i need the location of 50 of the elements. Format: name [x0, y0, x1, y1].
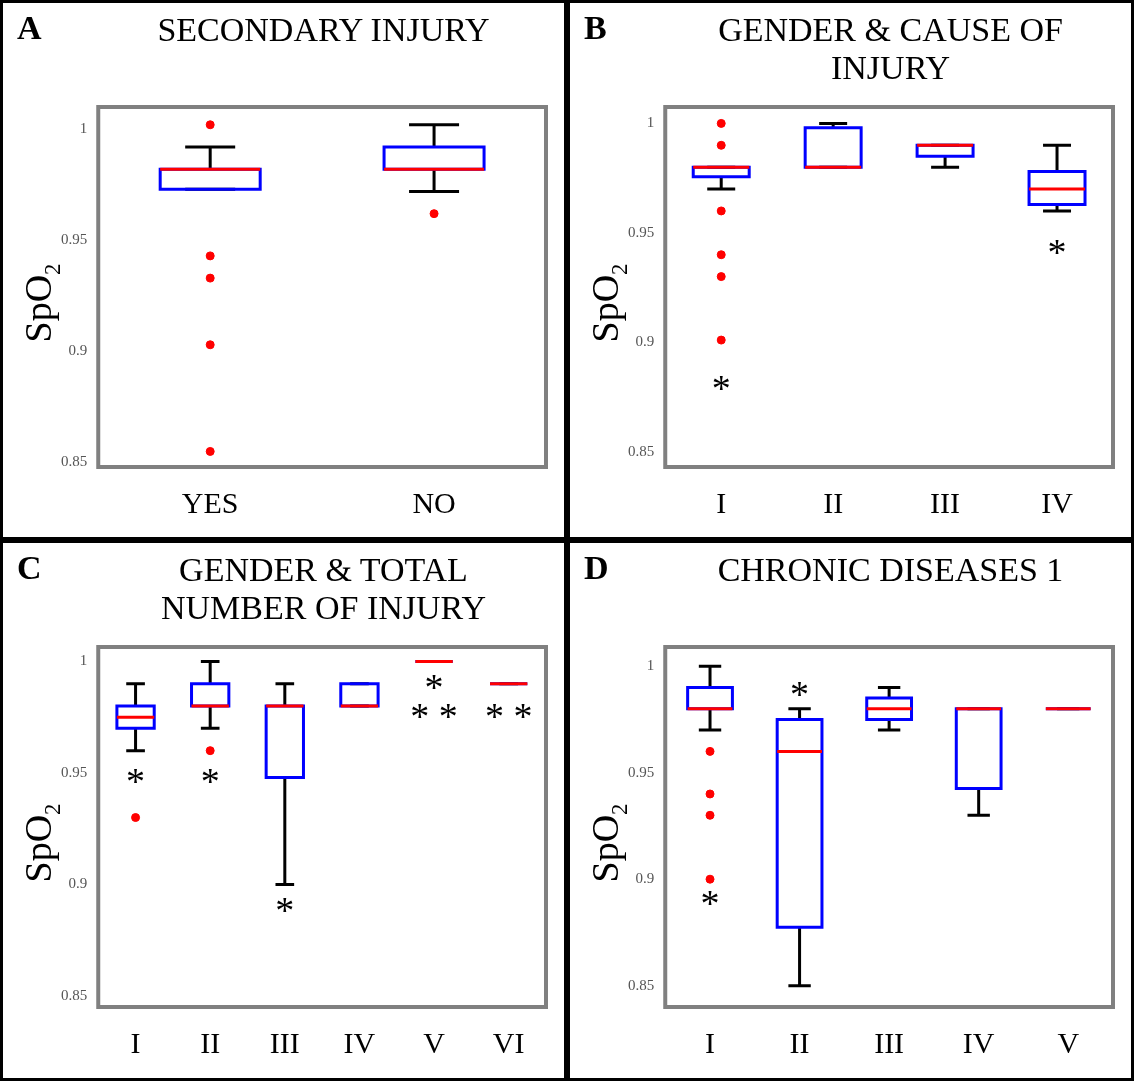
y-tick-label: 0.85 [61, 986, 88, 1003]
y-tick-label: 1 [79, 652, 88, 669]
text: D [584, 549, 609, 587]
x-tick-label: I [130, 1025, 141, 1059]
y-tick-label: 0.85 [628, 442, 655, 459]
x-tick-label: YES [181, 485, 239, 519]
y-tick-label: 0.85 [61, 453, 88, 470]
x-tick-label: II [200, 1025, 221, 1059]
y-tick-label: 1 [646, 657, 655, 674]
y-tick-label: 0.9 [68, 875, 88, 892]
x-tick-label: I [705, 1025, 716, 1059]
text: B [584, 9, 607, 47]
x-tick-label: I [716, 485, 727, 519]
x-tick-label: V [423, 1025, 446, 1059]
x-tick-label: II [823, 485, 844, 519]
annotation: * [790, 673, 810, 716]
annotation: * [711, 367, 731, 410]
annotation: * * [484, 694, 533, 737]
x-tick-label: IV [962, 1025, 995, 1059]
y-tick-label: 1 [79, 120, 88, 137]
y-tick-label: 0.85 [628, 976, 655, 993]
y-tick-label: 0.9 [68, 342, 88, 359]
y-tick-label: 0.95 [628, 763, 655, 780]
chart-title: GENDER & CAUSE OF INJURY [717, 11, 1064, 88]
x-tick-label: NO [412, 485, 456, 519]
x-tick-label: V [1057, 1025, 1080, 1059]
x-tick-label: III [874, 1025, 905, 1059]
x-tick-label: II [789, 1025, 810, 1059]
y-tick-label: 0.9 [635, 333, 655, 350]
chart-title: CHRONIC DISEASES 1 [716, 551, 1065, 590]
annotation: * [200, 759, 220, 802]
x-tick-label: III [930, 485, 961, 519]
y-tick-label: 0.95 [61, 231, 88, 248]
text: A [17, 9, 42, 47]
text: C [17, 549, 42, 587]
chart-title: SECONDARY INJURY [156, 11, 491, 50]
y-tick-label: 0.95 [628, 223, 655, 240]
y-tick-label: 0.95 [61, 763, 88, 780]
x-tick-label: III [269, 1025, 300, 1059]
y-tick-label: 0.9 [635, 870, 655, 887]
x-tick-label: IV [1041, 485, 1074, 519]
x-tick-label: IV [343, 1025, 376, 1059]
annotation: * [700, 882, 720, 925]
annotation: * [126, 759, 146, 802]
y-tick-label: 1 [646, 114, 655, 131]
annotation: * * [410, 694, 458, 737]
x-tick-label: VI [492, 1025, 525, 1059]
chart-title: GENDER & TOTAL NUMBER OF INJURY [160, 551, 487, 628]
annotation: * [1047, 230, 1067, 273]
annotation: * [275, 889, 295, 932]
